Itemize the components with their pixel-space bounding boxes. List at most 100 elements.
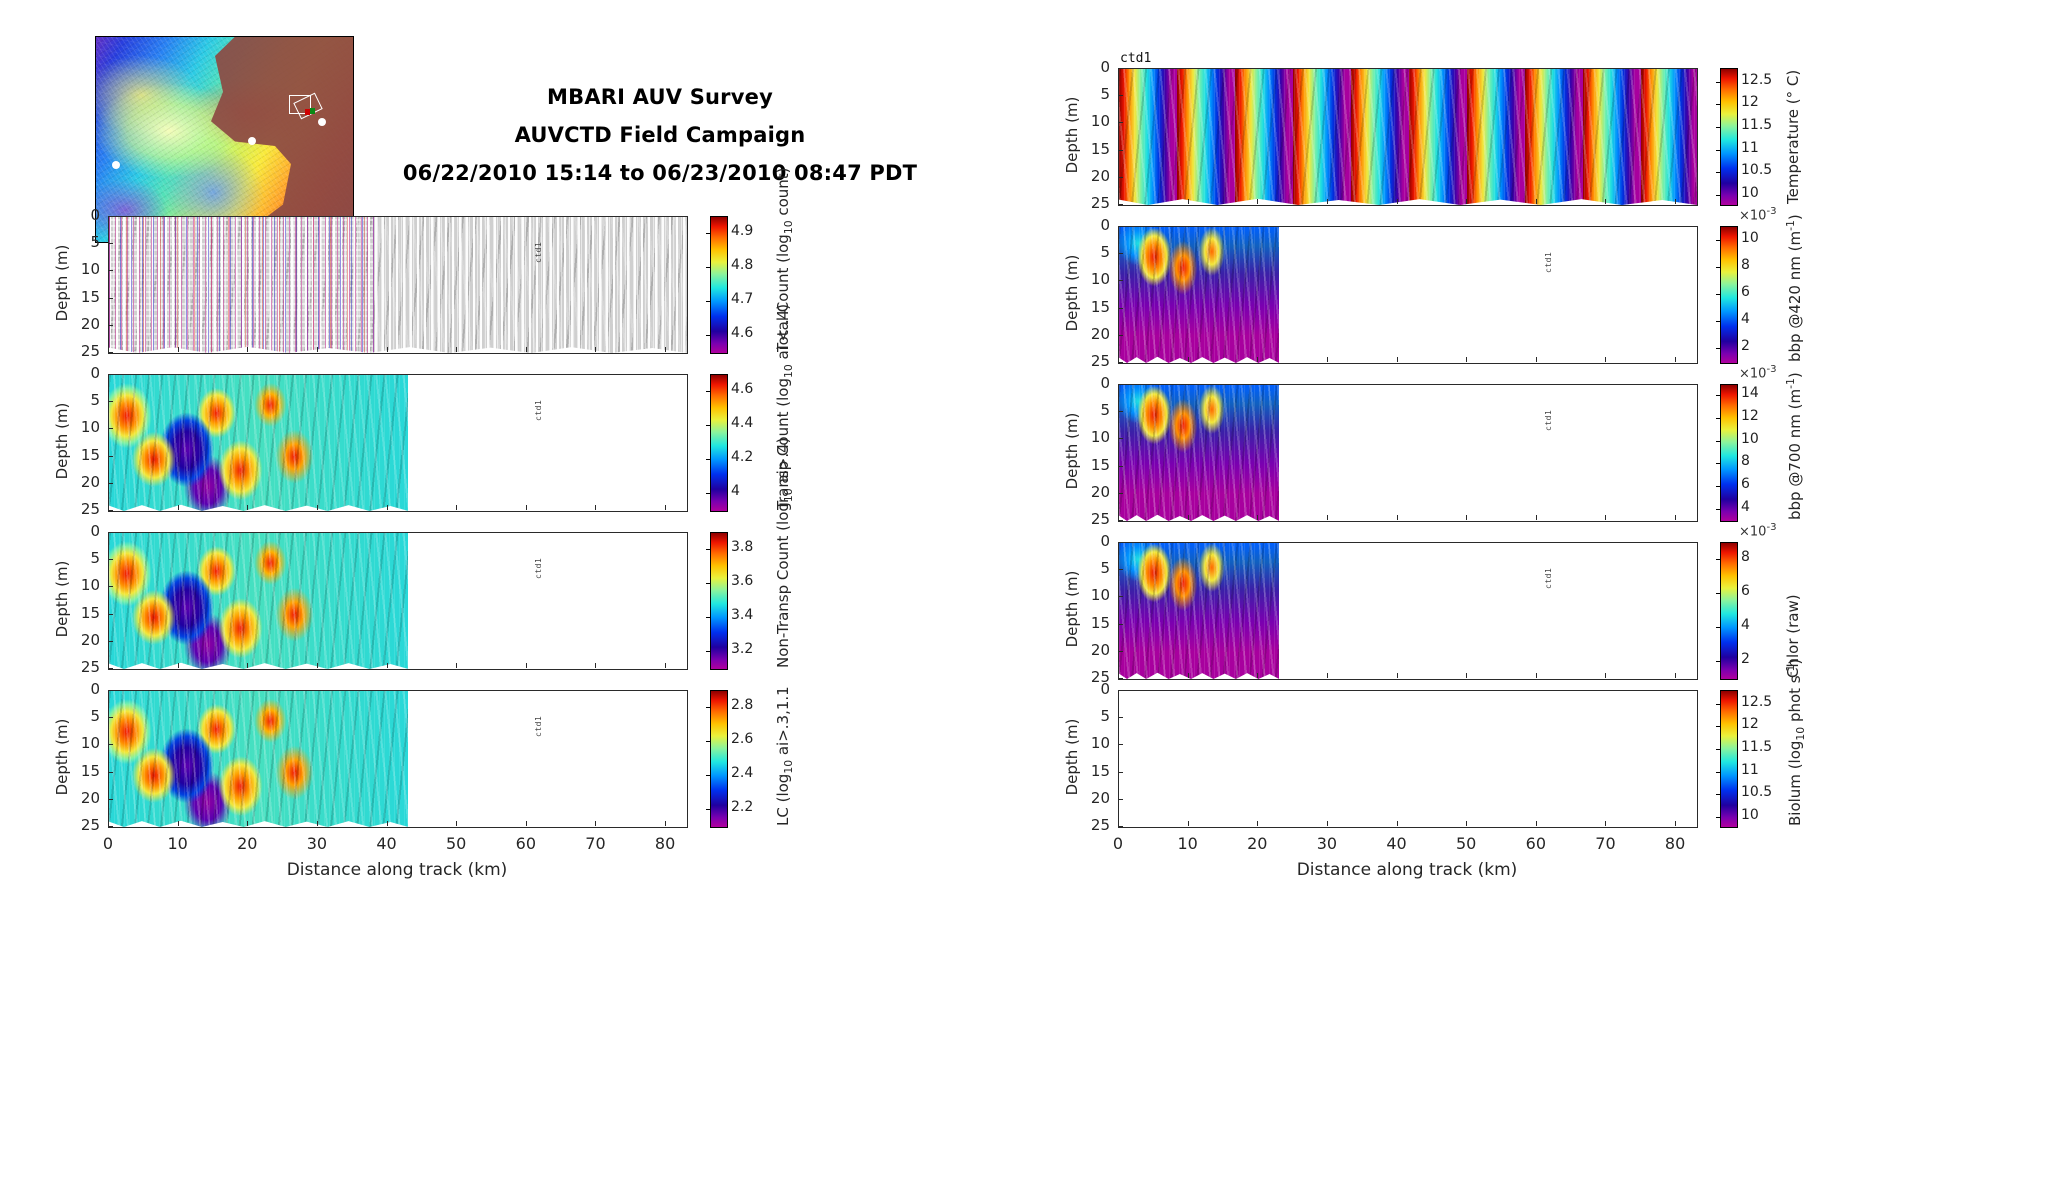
x-tick-mark: [1257, 673, 1259, 678]
field-texture: [1119, 385, 1280, 521]
station-dot: [318, 118, 326, 126]
x-tick-mark: [1187, 515, 1189, 520]
colorbar-tick-label: 4: [1741, 617, 1750, 633]
y-tick-mark: [108, 717, 113, 719]
y-tick-label: 5: [90, 549, 100, 568]
x-tick-mark: [247, 821, 249, 826]
colorbar-tick-mark: [1716, 627, 1720, 628]
colorbar-exponent: ×10-3: [1739, 364, 1777, 382]
x-axis-label: Distance along track (km): [1296, 860, 1518, 880]
x-tick-label: 20: [1247, 834, 1268, 853]
field-texture: [109, 375, 409, 511]
y-tick-mark: [1118, 542, 1123, 543]
x-tick-label: 60: [515, 834, 536, 853]
x-tick-label: 60: [1525, 834, 1546, 853]
y-tick-mark: [108, 559, 113, 561]
x-tick-mark: [1187, 673, 1189, 678]
field-texture: [1119, 543, 1280, 679]
y-tick-mark: [108, 455, 113, 457]
colorbar-tick-mark: [1716, 593, 1720, 594]
plot-panel-chlor-raw: ctd1 0 5 10 15 20 25 Depth (m) 2 4 6 8 ×10-3 Chlor (r…: [1063, 522, 1802, 686]
colorbar-tick-mark: [1716, 104, 1720, 106]
colorbar-chlor-raw: [1720, 542, 1738, 680]
station-labels: ctd1: [1543, 409, 1553, 432]
colorbar-tick-label: 2.4: [731, 765, 754, 781]
y-tick-label: 5: [1100, 559, 1110, 578]
colorbar-exponent: ×10-3: [1739, 522, 1777, 540]
colorbar-tick-label: 11.5: [1741, 116, 1773, 133]
bathymetry-inset-map: [95, 36, 354, 243]
colorbar-tick-label: 4.9: [731, 223, 754, 239]
y-tick-mark: [108, 668, 113, 669]
colorbar-axis-label: Biolum (log10 phot s-1): [1784, 658, 1807, 826]
y-tick-label: 5: [1100, 85, 1110, 104]
y-axis-label: Depth (m): [1063, 96, 1081, 174]
field-texture: [1119, 69, 1697, 205]
x-tick-mark: [1605, 673, 1607, 678]
bottom-mask: [1119, 672, 1280, 679]
x-tick-mark: [1675, 673, 1677, 678]
y-tick-label: 15: [80, 287, 100, 306]
y-tick-mark: [1118, 226, 1123, 227]
y-tick-mark: [108, 297, 113, 299]
x-tick-label: 70: [585, 834, 606, 853]
x-tick-mark: [1466, 515, 1468, 520]
station-labels: ctd1: [533, 241, 543, 264]
y-axis-label: Depth (m): [53, 718, 71, 796]
y-tick-mark: [1118, 826, 1123, 827]
x-tick-mark: [1187, 357, 1189, 362]
colorbar-tick-label: 12: [1741, 408, 1759, 424]
y-tick-label: 10: [1090, 586, 1110, 605]
station-labels: ctd1: [1543, 567, 1553, 590]
colorbar-axis-label: Non-Transp Count (log10 ai>.4): [774, 437, 795, 668]
colorbar-tick-mark: [1716, 661, 1720, 662]
x-tick-mark: [1535, 199, 1537, 204]
x-tick-mark: [1326, 821, 1328, 826]
x-tick-label: 20: [237, 834, 258, 853]
colorbar-tick-label: 4: [731, 483, 740, 499]
y-tick-mark: [108, 352, 113, 353]
colorbar-temperature: [1720, 68, 1738, 206]
station-labels: ctd1: [1543, 251, 1553, 274]
field-texture: [109, 691, 409, 827]
colorbar-tick-label: 4.2: [731, 449, 754, 465]
x-tick-mark: [386, 505, 388, 510]
x-tick-mark: [1675, 357, 1677, 362]
colorbar-gradient: [1721, 543, 1737, 679]
station-labels: ctd1: [533, 399, 543, 422]
x-tick-mark: [1466, 673, 1468, 678]
y-tick-mark: [108, 482, 113, 484]
y-tick-label: 0: [90, 522, 100, 540]
figure-title-block: MBARI AUV Survey AUVCTD Field Campaign 0…: [330, 78, 990, 192]
x-tick-mark: [456, 663, 458, 668]
x-tick-label: 10: [167, 834, 188, 853]
y-tick-label: 25: [80, 658, 100, 676]
colorbar-tick-mark: [1716, 239, 1720, 241]
x-tick-mark: [1535, 515, 1537, 520]
data-field-bbp-700: [1119, 385, 1280, 521]
colorbar-tick-label: 4.4: [731, 415, 754, 431]
y-tick-label: 15: [80, 603, 100, 622]
x-tick-mark: [386, 663, 388, 668]
colorbar-tick-mark: [1716, 816, 1720, 818]
x-axis-label: Distance along track (km): [286, 860, 508, 880]
colorbar-tick-label: 10.5: [1741, 162, 1773, 179]
bottom-mask: [1119, 514, 1280, 521]
x-tick-label: 50: [1456, 834, 1477, 853]
y-tick-mark: [108, 374, 113, 375]
colorbar-tick-mark: [1716, 126, 1720, 128]
colorbar-tick-mark: [706, 707, 710, 708]
colorbar-non-transp-count: [710, 532, 728, 670]
y-tick-mark: [1118, 95, 1123, 97]
bottom-mask: [109, 662, 409, 669]
x-tick-label: 10: [1177, 834, 1198, 853]
colorbar-tick-label: 4: [1741, 311, 1750, 328]
x-tick-mark: [247, 663, 249, 668]
x-tick-label: 40: [376, 834, 397, 853]
y-tick-label: 0: [1100, 374, 1110, 392]
colorbar-tick-label: 10: [1741, 430, 1759, 447]
x-tick-mark: [386, 347, 388, 352]
colorbar-tick-label: 11.5: [1741, 738, 1773, 755]
y-tick-label: 25: [1090, 194, 1110, 212]
y-tick-mark: [1118, 149, 1123, 151]
